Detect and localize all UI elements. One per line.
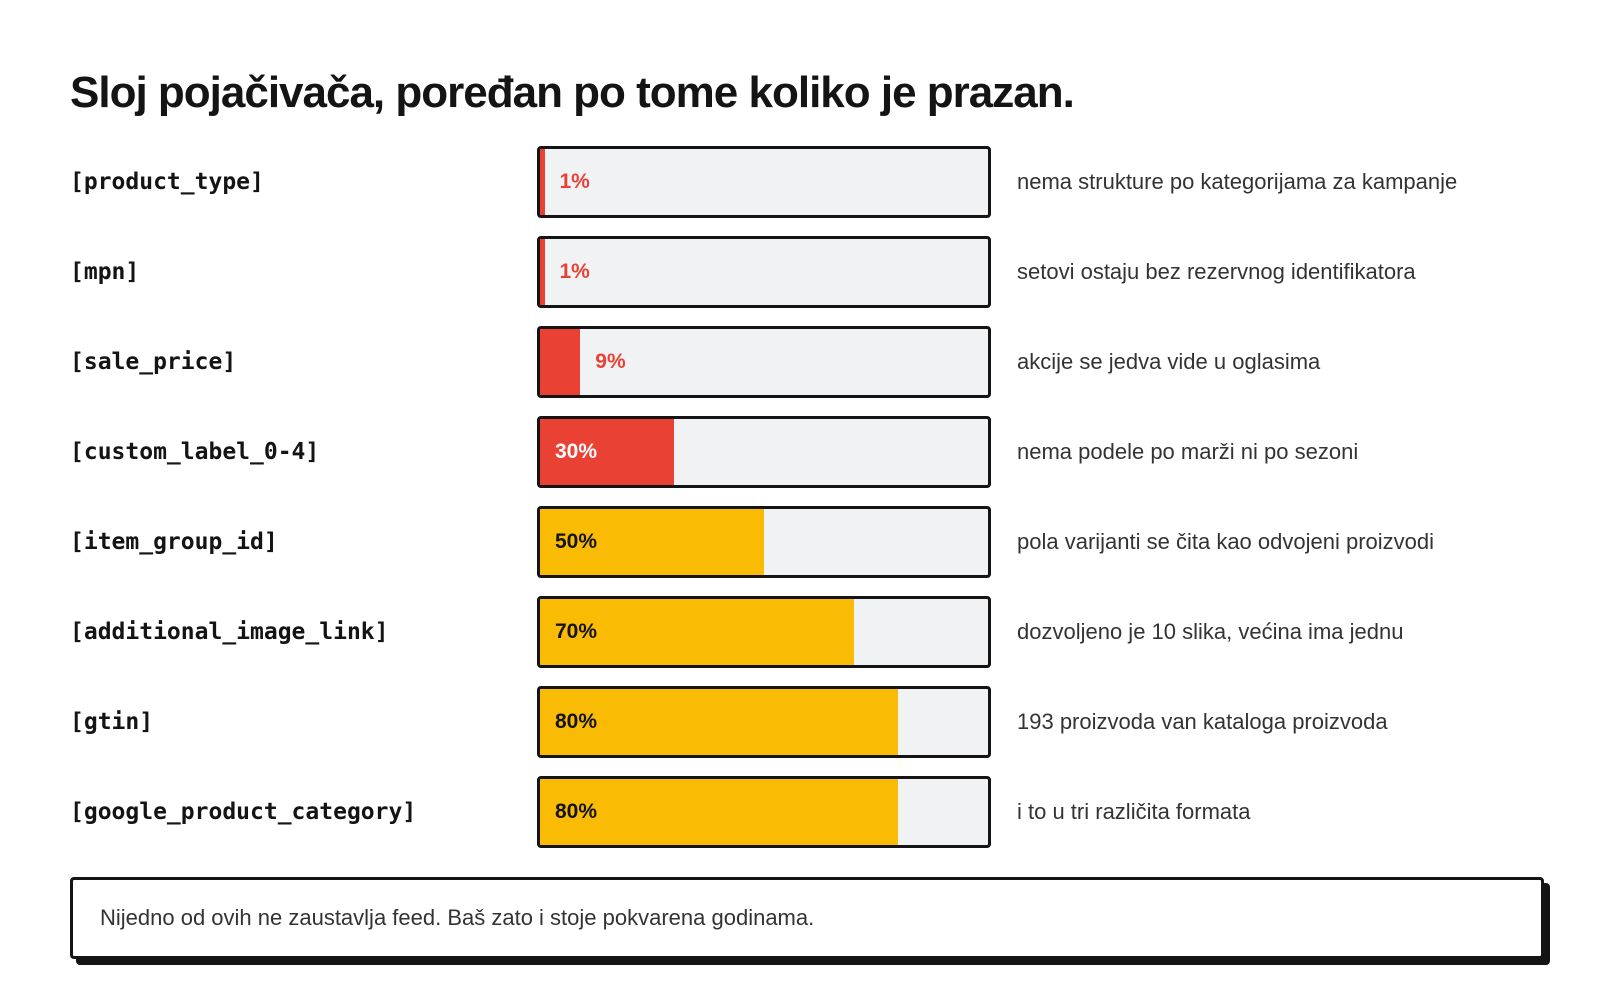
bar-value-label: 1% <box>559 170 590 193</box>
field-name-label: [additional_image_link] <box>70 619 389 645</box>
bar-track: 30% <box>537 416 991 488</box>
bar-annotation: setovi ostaju bez rezervnog identifikato… <box>1017 259 1416 284</box>
bar-row: [additional_image_link] 70% dozvoljeno je … <box>70 596 1550 668</box>
bar-track: 9% <box>537 326 991 398</box>
bar-track: 70% <box>537 596 991 668</box>
bar-row: [gtin] 80% 193 proizvoda van kataloga proi… <box>70 686 1550 758</box>
field-name-label: [item_group_id] <box>70 529 278 555</box>
bar-fill <box>540 509 764 575</box>
bar-row: [mpn] 1% setovi ostaju bez rezervnog ident… <box>70 236 1550 308</box>
bar-fill <box>540 149 545 215</box>
bar-track: 1% <box>537 146 991 218</box>
bar-value-label: 1% <box>559 260 590 283</box>
bar-track: 80% <box>537 686 991 758</box>
bar-annotation: 193 proizvoda van kataloga proizvoda <box>1017 709 1388 734</box>
bar-value-label: 9% <box>595 350 626 373</box>
field-name-label: [custom_label_0-4] <box>70 439 320 465</box>
bar-annotation: pola varijanti se čita kao odvojeni proi… <box>1017 529 1435 554</box>
bar-row: [sale_price] 9% akcije se jedva vide u ogl… <box>70 326 1550 398</box>
bar-value-label: 30% <box>555 440 598 463</box>
bar-fill <box>540 419 675 485</box>
chart-title: Sloj pojačivača, poređan po tome koliko … <box>70 68 1075 117</box>
bar-annotation: nema podele po marži ni po sezoni <box>1017 439 1359 464</box>
field-name-label: [product_type] <box>70 169 264 195</box>
bar-value-label: 70% <box>555 620 598 643</box>
bar-track: 50% <box>537 506 991 578</box>
bar-fill <box>540 239 545 305</box>
bar-value-label: 80% <box>555 710 598 733</box>
bar-track: 80% <box>537 776 991 848</box>
bar-fill <box>540 779 899 845</box>
bar-row: [google_product_category] 80% i to u tri r… <box>70 776 1550 848</box>
bar-annotation: nema strukture po kategorijama za kampan… <box>1017 169 1458 194</box>
footer-note: Nijedno od ovih ne zaustavlja feed. Baš … <box>100 905 815 930</box>
bar-annotation: dozvoljeno je 10 slika, većina ima jednu <box>1017 619 1404 644</box>
bar-track: 1% <box>537 236 991 308</box>
bar-fill <box>540 329 581 395</box>
bar-annotation: akcije se jedva vide u oglasima <box>1017 349 1321 374</box>
field-name-label: [google_product_category] <box>70 799 417 825</box>
bar-annotation: i to u tri različita formata <box>1017 799 1251 824</box>
footer-note-box: Nijedno od ovih ne zaustavlja feed. Baš … <box>70 877 1544 959</box>
bar-fill <box>540 689 899 755</box>
field-name-label: [sale_price] <box>70 349 237 375</box>
bar-value-label: 80% <box>555 800 598 823</box>
bar-row: [product_type] 1% nema strukture po katego… <box>70 146 1550 218</box>
bar-chart: [product_type] 1% nema strukture po katego… <box>70 146 1550 866</box>
bar-row: [item_group_id] 50% pola varijanti se čita… <box>70 506 1550 578</box>
bar-fill <box>540 599 854 665</box>
field-name-label: [gtin] <box>70 709 154 735</box>
bar-row: [custom_label_0-4] 30% nema podele po marž… <box>70 416 1550 488</box>
bar-value-label: 50% <box>555 530 598 553</box>
field-name-label: [mpn] <box>70 259 140 285</box>
